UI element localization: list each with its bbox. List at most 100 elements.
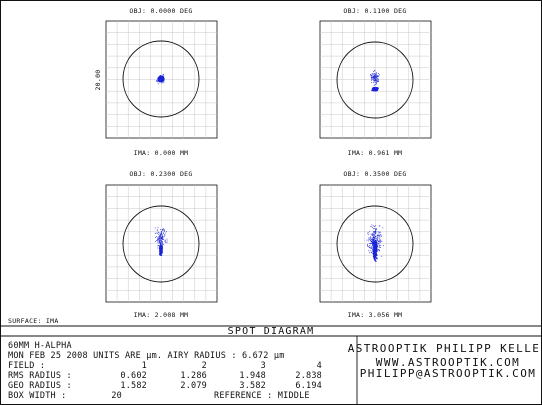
ray-spot [379,231,381,233]
ray-spot [378,246,380,248]
ray-spot [380,236,382,237]
ray-spot [370,239,372,241]
ray-spot [371,240,373,242]
geo-row-value: 3.582 [239,381,266,391]
ray-spot [376,229,377,230]
ray-spot [370,226,372,227]
ray-spot [161,246,163,248]
ray-spot [371,250,373,252]
ray-spot [162,241,164,243]
ray-spot [376,236,378,238]
ray-spot [368,247,370,249]
ray-spot [160,78,162,80]
ray-spot [159,246,160,248]
ray-spot [160,238,162,240]
footer-line-1: 60MM H-ALPHA [8,341,72,351]
rms-row-value: 0.602 [120,371,147,381]
ray-spot [376,235,378,237]
ray-spot [373,257,376,260]
ray-spot [382,245,384,247]
footer-line-2: MON FEB 25 2008 UNITS ARE µm. AIRY RADIU… [8,351,285,361]
ray-spot [160,236,162,238]
ray-spot [160,242,162,244]
ray-spot [372,237,374,239]
ray-spot [372,232,374,233]
ray-spot [374,232,376,234]
ray-spot [377,232,379,234]
ray-spot [160,232,162,234]
ray-spot [375,72,377,74]
ray-spot [369,230,371,232]
surface-label: SURFACE: IMA [8,317,59,325]
ray-spot [379,240,381,242]
ray-spot [375,74,376,76]
ray-spot [161,79,163,81]
field-row-label: FIELD : [8,361,45,371]
ray-spot [155,235,157,237]
ray-spot [376,257,378,260]
ray-spot [154,232,156,234]
ray-spot [162,232,164,234]
ray-spot [375,250,377,252]
field-row-value: 1 [142,361,147,371]
ray-spot [374,78,376,79]
ray-spot [372,245,374,247]
ray-spot [159,254,162,256]
company-block: ASTROOPTIK PHILIPP KELLER WWW.ASTROOPTIK… [348,342,542,380]
ray-spot [374,73,375,75]
ray-spot [374,258,376,261]
diagram-title: SPOT DIAGRAM [228,326,315,337]
ray-spot [373,225,375,227]
ray-spot [157,239,159,241]
ray-spot [370,76,372,78]
ray-spot [374,226,375,228]
ray-spot [158,238,160,240]
ray-spot [379,247,381,248]
ray-spot [376,254,378,257]
ray-spot [159,235,160,237]
ray-spot [159,246,161,248]
ray-spot [372,253,374,255]
ray-spot [376,243,377,244]
ray-spot [370,241,372,242]
ray-spot [374,235,376,237]
ray-spot [374,69,376,71]
geo-row-value: 2.079 [180,381,207,391]
ray-spot [374,247,376,249]
ray-spot [160,229,161,230]
ray-spot [374,237,376,238]
ray-spot [373,75,375,77]
ray-spot [369,245,370,247]
ray-spot [377,246,379,248]
ray-spot [160,234,162,236]
ray-spot [375,242,377,244]
ray-spot [375,231,377,233]
ray-spot [166,240,168,242]
ray-spot [375,83,377,85]
ray-spot [373,80,375,82]
geo-row-value: 1.582 [120,381,147,391]
ray-spot [162,228,164,230]
ray-spot [374,80,376,82]
ray-spot [371,78,372,80]
ray-spot [158,80,160,82]
ray-spot [378,241,380,243]
ray-spot [371,87,374,90]
ray-spot [373,79,375,81]
ray-spot [375,74,377,76]
rms-row-value: 1.948 [239,371,266,381]
ray-spot [381,241,383,242]
ray-spot [366,239,368,241]
ray-spot [164,234,166,236]
ray-spot [160,239,162,241]
ray-spot [370,233,372,235]
ray-spot [368,234,370,236]
ray-spot [160,233,162,235]
ray-spot [376,240,378,242]
ray-spot [376,242,378,244]
ray-spot [369,250,371,252]
ray-spot [163,82,165,84]
spot-panel-field-2: OBJ: 0.1100 DEG IMA: 0.961 MM [319,7,432,157]
panel-3-spots [154,227,168,256]
ray-spot [373,242,375,244]
